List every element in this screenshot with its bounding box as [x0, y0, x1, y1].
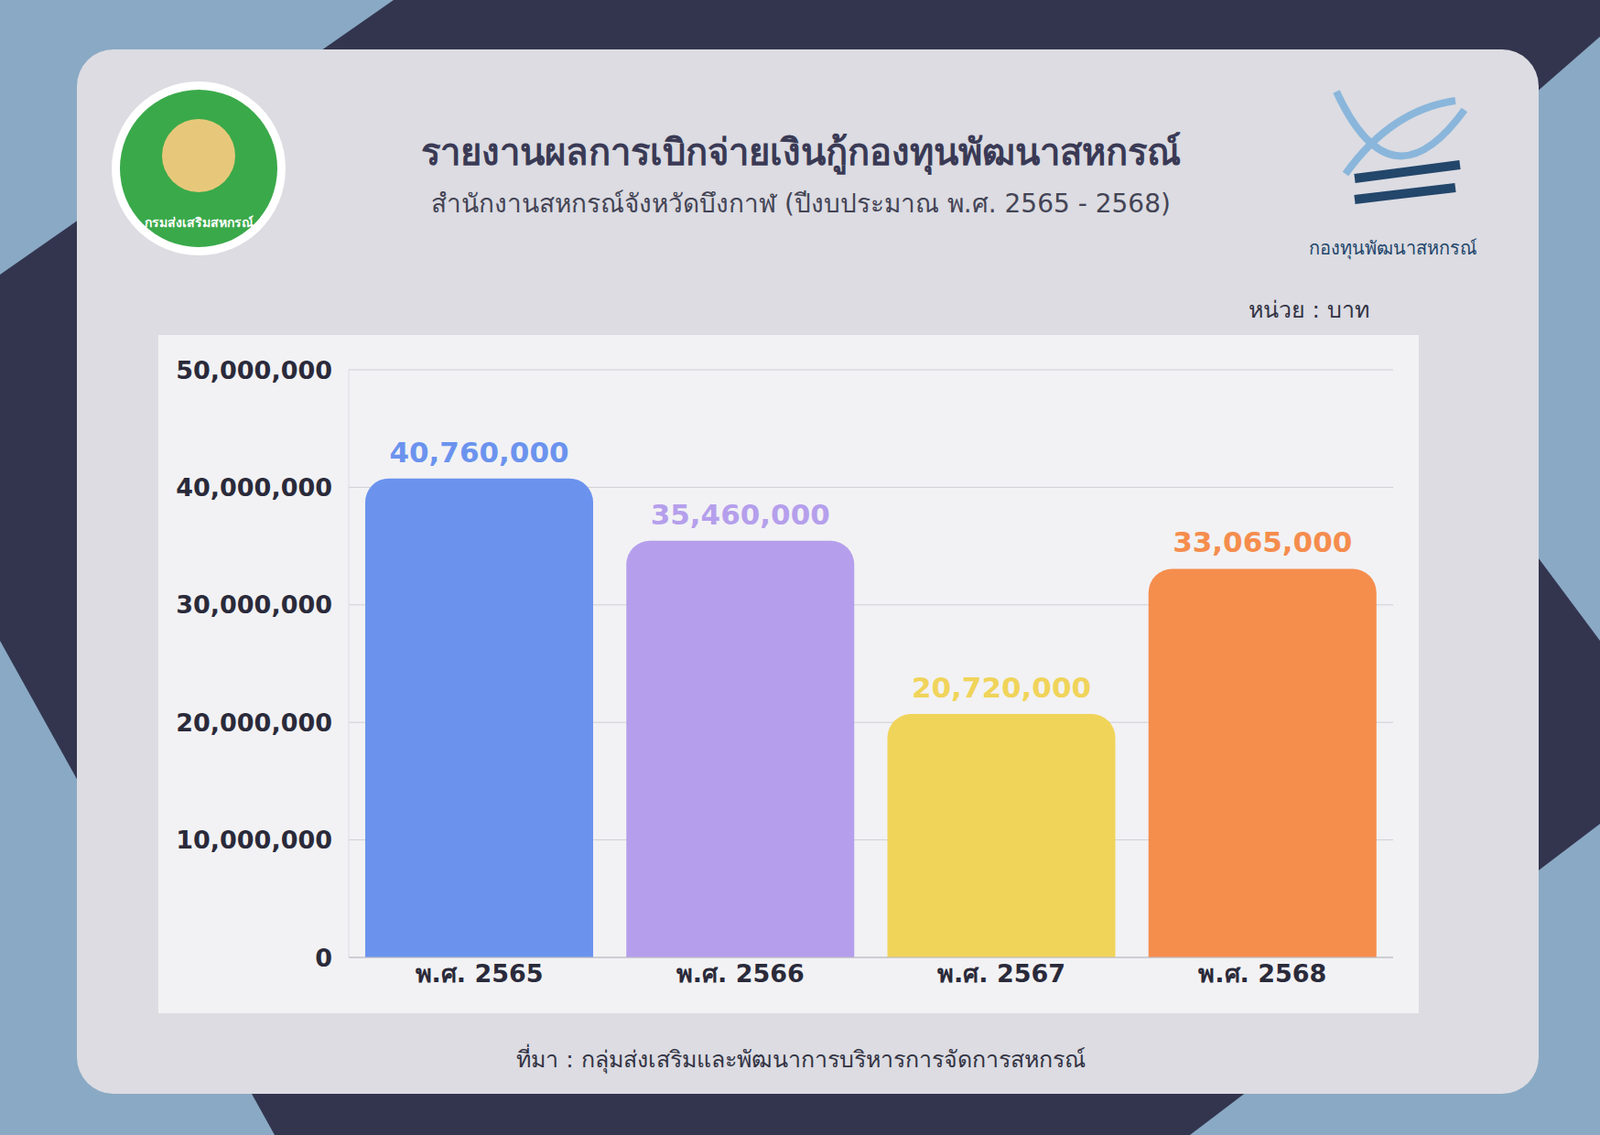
svg-text:ที่มา : กลุ่มส่งเสริมและพัฒนาก: ที่มา : กลุ่มส่งเสริมและพัฒนาการบริหารกา… — [516, 1043, 1085, 1074]
svg-text:หน่วย : บาท: หน่วย : บาท — [1248, 296, 1370, 324]
svg-text:20,720,000: 20,720,000 — [911, 670, 1092, 704]
svg-text:50,000,000: 50,000,000 — [175, 356, 333, 385]
svg-text:กรมส่งเสริมสหกรณ์: กรมส่งเสริมสหกรณ์ — [144, 215, 254, 230]
svg-text:0: 0 — [314, 943, 333, 973]
svg-text:พ.ศ. 2568: พ.ศ. 2568 — [1198, 959, 1327, 988]
svg-text:20,000,000: 20,000,000 — [175, 708, 333, 737]
svg-text:พ.ศ. 2567: พ.ศ. 2567 — [937, 959, 1066, 988]
svg-text:30,000,000: 30,000,000 — [175, 590, 333, 619]
svg-text:พ.ศ. 2565: พ.ศ. 2565 — [415, 959, 544, 988]
svg-text:10,000,000: 10,000,000 — [175, 825, 333, 855]
svg-text:35,460,000: 35,460,000 — [650, 497, 831, 531]
svg-text:33,065,000: 33,065,000 — [1172, 525, 1352, 559]
svg-text:สำนักงานสหกรณ์จังหวัดบึงกาฬ (ป: สำนักงานสหกรณ์จังหวัดบึงกาฬ (ปีงบประมาณ … — [431, 188, 1171, 219]
svg-text:40,760,000: 40,760,000 — [389, 435, 569, 469]
svg-text:กองทุนพัฒนาสหกรณ์: กองทุนพัฒนาสหกรณ์ — [1308, 237, 1478, 260]
svg-text:40,000,000: 40,000,000 — [175, 473, 333, 502]
svg-text:พ.ศ. 2566: พ.ศ. 2566 — [676, 959, 805, 988]
svg-text:รายงานผลการเบิกจ่ายเงินกู้กองท: รายงานผลการเบิกจ่ายเงินกู้กองทุนพัฒนาสหก… — [421, 130, 1181, 176]
